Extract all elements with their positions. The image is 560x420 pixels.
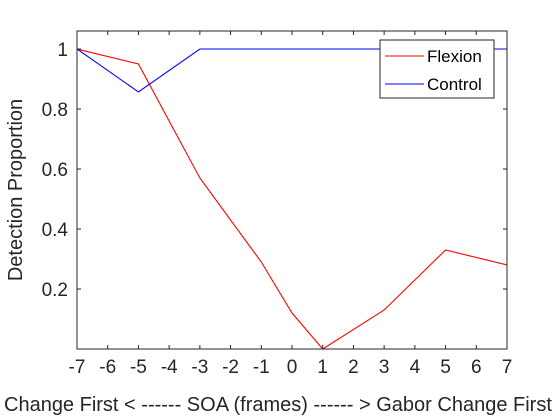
y-tick-label: 0.8	[42, 100, 68, 121]
x-tick-label: -7	[69, 357, 86, 378]
x-tick-label: -3	[191, 357, 208, 378]
series-line-flexion	[77, 48, 507, 349]
y-axis-label: Detection Proportion	[5, 99, 27, 281]
x-tick-label: 3	[379, 357, 390, 378]
legend-label-control: Control	[427, 75, 482, 94]
x-tick-label: -6	[99, 357, 116, 378]
x-tick-label: -5	[130, 357, 147, 378]
x-tick-label: -1	[253, 357, 270, 378]
y-tick-label: 0.2	[42, 280, 68, 301]
x-axis-label: Change First < ------ SOA (frames) -----…	[4, 394, 552, 416]
y-tick-label: 1	[57, 40, 68, 61]
x-tick-label: 7	[502, 357, 513, 378]
legend-label-flexion: Flexion	[427, 47, 482, 66]
legend-box	[379, 39, 495, 99]
x-tick-label: 5	[440, 357, 451, 378]
x-tick-label: -2	[222, 357, 239, 378]
x-tick-label: 0	[287, 357, 298, 378]
x-tick-label: 2	[348, 357, 359, 378]
x-tick-label: 6	[471, 357, 482, 378]
x-tick-label: 1	[317, 357, 328, 378]
x-tick-label: -4	[161, 357, 178, 378]
y-tick-label: 0.6	[42, 160, 68, 181]
x-tick-label: 4	[410, 357, 421, 378]
y-tick-label: 0.4	[42, 220, 69, 241]
legend: Flexion Control	[379, 39, 495, 99]
